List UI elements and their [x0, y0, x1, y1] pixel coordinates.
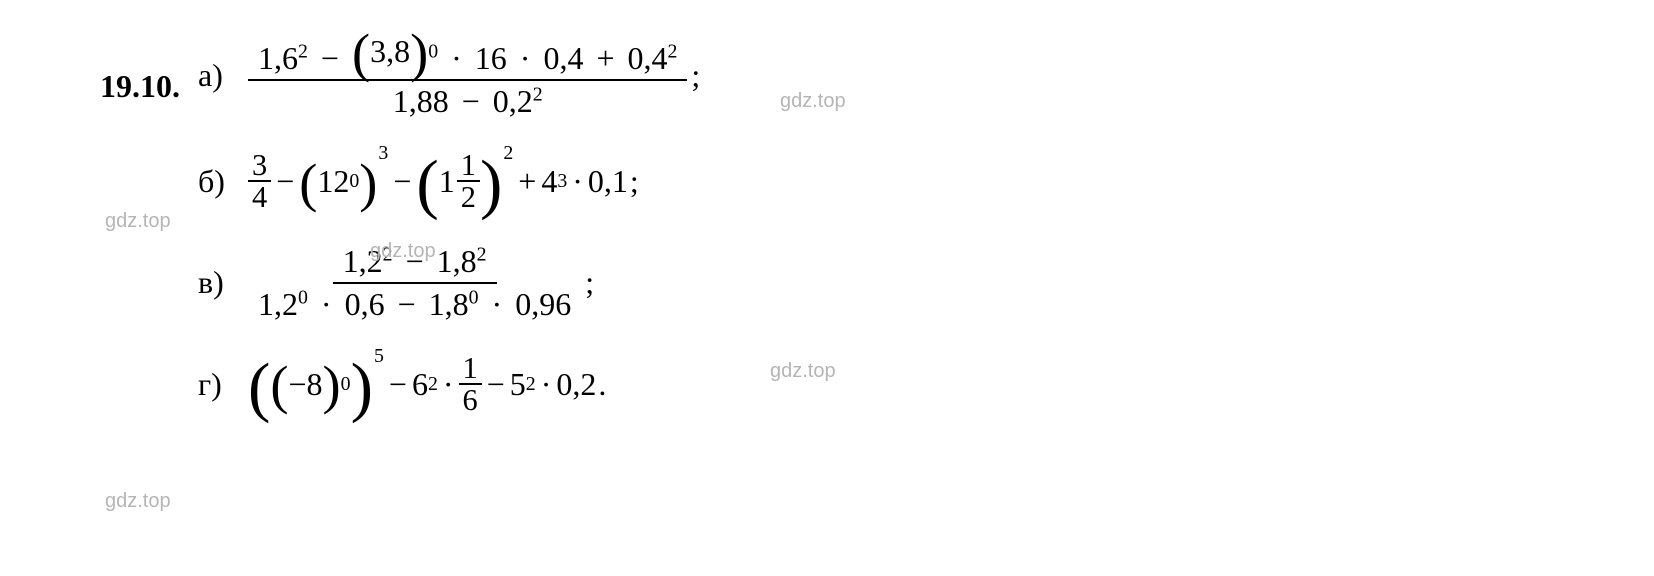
item-b: б) 3 4 − (120) 3 − ( 1 1 2	[198, 150, 700, 213]
paren-group-1: (120)	[299, 160, 377, 204]
term: 0,6	[345, 286, 385, 322]
term: 0,2	[493, 83, 533, 119]
mixed-frac: 1 2	[457, 150, 480, 213]
rparen-inner: )	[323, 364, 341, 408]
term: 0,4	[628, 40, 668, 76]
term: 1,6	[258, 40, 298, 76]
paren-group: (3,8)	[352, 30, 428, 74]
minus-op: −	[487, 366, 505, 403]
watermark: gdz.top	[780, 90, 846, 113]
fraction-1-6: 1 6	[459, 353, 482, 416]
minus-op: −	[276, 163, 294, 200]
lparen: (	[299, 162, 317, 206]
plus-op: +	[518, 163, 536, 200]
exponent: 2	[477, 243, 487, 265]
dot-op: ·	[443, 366, 454, 403]
dot-op: ·	[451, 40, 462, 76]
fraction-3-4: 3 4	[248, 150, 271, 213]
frac-den: 2	[457, 182, 480, 212]
frac-den: 6	[459, 385, 482, 415]
rparen-outer: )	[351, 363, 373, 410]
term: 1,88	[393, 83, 449, 119]
term: 5	[510, 366, 526, 403]
exponent: 0	[298, 286, 308, 308]
term: 1,8	[429, 286, 469, 322]
exponent: 0	[428, 40, 438, 62]
item-a-fraction: 1,62 − (3,8) 0 · 16 · 0,4 + 0,42 1,88	[248, 30, 687, 120]
minus-op: −	[321, 40, 339, 76]
item-b-expression: 3 4 − (120) 3 − ( 1 1 2	[248, 150, 639, 213]
exponent: 2	[668, 40, 678, 62]
item-a-numerator: 1,62 − (3,8) 0 · 16 · 0,4 + 0,42	[248, 30, 687, 81]
minus-op: −	[393, 163, 411, 200]
outer-exponent: 5	[374, 345, 384, 368]
problem-1910: 19.10. а) 1,62 − (3,8) 0 · 16 · 0,4	[100, 30, 1554, 416]
term: 0,1	[588, 163, 628, 200]
item-a-trailing: ;	[691, 57, 700, 94]
frac-num: 1	[457, 150, 480, 182]
term: 6	[412, 366, 428, 403]
frac-num: 3	[248, 150, 271, 182]
lparen: (	[352, 32, 370, 76]
minus-op: −	[462, 83, 480, 119]
item-v-label: в)	[198, 264, 234, 301]
term: −8	[289, 366, 323, 403]
inner-paren-group: (−8)	[270, 362, 340, 406]
outer-exponent: 3	[378, 142, 388, 165]
term: 0,2	[556, 366, 596, 403]
dot-op: ·	[321, 286, 332, 322]
item-g-trailing: .	[598, 366, 606, 403]
rparen: )	[359, 162, 377, 206]
item-list: а) 1,62 − (3,8) 0 · 16 · 0,4 + 0,42	[198, 30, 700, 416]
watermark: gdz.top	[105, 210, 171, 233]
dot-op: ·	[541, 366, 552, 403]
frac-den: 4	[248, 182, 271, 212]
term: 4	[541, 163, 557, 200]
item-a-denominator: 1,88 − 0,22	[383, 81, 553, 120]
term: 1,2	[258, 286, 298, 322]
outer-paren-group: ( (−8) 0 )	[248, 361, 373, 408]
term: 3,8	[370, 33, 410, 70]
watermark: gdz.top	[105, 490, 171, 513]
watermark: gdz.top	[370, 240, 436, 263]
item-v-denominator: 1,20 · 0,6 − 1,80 · 0,96	[248, 284, 581, 323]
item-v-trailing: ;	[585, 264, 594, 301]
rparen: )	[480, 160, 502, 207]
plus-op: +	[596, 40, 614, 76]
term: 0,96	[515, 286, 571, 322]
mixed-number: 1 1 2	[439, 150, 480, 213]
outer-exponent: 2	[503, 142, 513, 165]
exponent: 0	[469, 286, 479, 308]
minus-op: −	[389, 366, 407, 403]
item-v: в) 1,22 − 1,82 1,20 · 0,6 − 1,80 ·	[198, 243, 700, 323]
mixed-whole: 1	[439, 163, 455, 200]
rparen: )	[410, 32, 428, 76]
problem-number: 19.10.	[100, 30, 180, 105]
dot-op: ·	[492, 286, 503, 322]
dot-op: ·	[572, 163, 583, 200]
exponent: 2	[533, 83, 543, 105]
item-b-trailing: ;	[630, 163, 639, 200]
item-a-expression: 1,62 − (3,8) 0 · 16 · 0,4 + 0,42 1,88	[248, 30, 700, 120]
item-b-label: б)	[198, 163, 234, 200]
term: 0,4	[543, 40, 583, 76]
lparen-outer: (	[248, 363, 270, 410]
frac-num: 1	[459, 353, 482, 385]
item-a-label: а)	[198, 57, 234, 94]
paren-group-2: ( 1 1 2 )	[416, 150, 502, 213]
item-g-label: г)	[198, 366, 234, 403]
watermark: gdz.top	[770, 360, 836, 383]
lparen-inner: (	[270, 364, 288, 408]
item-g: г) ( (−8) 0 ) 5 − 62 · 1 6 − 52 ·	[198, 353, 700, 416]
item-g-expression: ( (−8) 0 ) 5 − 62 · 1 6 − 52 · 0,2.	[248, 353, 606, 416]
item-a: а) 1,62 − (3,8) 0 · 16 · 0,4 + 0,42	[198, 30, 700, 120]
term: 16	[475, 40, 507, 76]
term: 12	[317, 163, 349, 200]
lparen: (	[416, 160, 438, 207]
minus-op: −	[398, 286, 416, 322]
exponent: 2	[298, 40, 308, 62]
dot-op: ·	[520, 40, 531, 76]
term: 1,8	[437, 243, 477, 279]
